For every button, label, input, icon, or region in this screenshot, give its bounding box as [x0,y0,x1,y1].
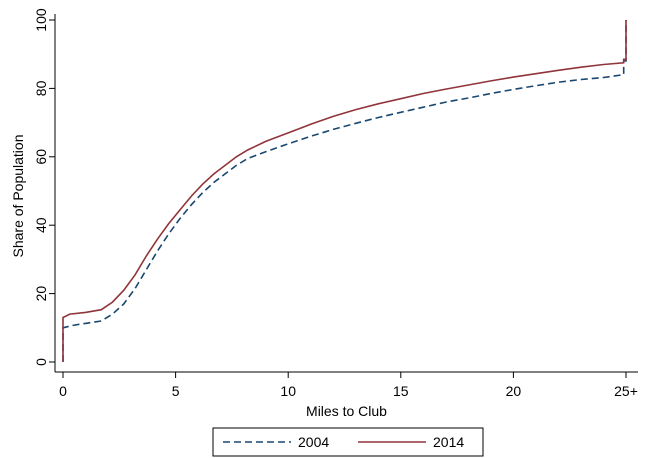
x-tick-label: 15 [393,383,409,399]
series-lines [62,20,627,362]
y-axis-ticks: 0 20 40 60 80 100 [33,8,55,366]
y-tick-label: 20 [33,286,49,302]
y-tick-label: 40 [33,217,49,233]
y-tick-label: 60 [33,149,49,165]
x-axis-ticks: 0 5 10 15 20 25+ [59,372,638,399]
plot-area: 0 20 40 60 80 100 0 5 10 15 20 25+ [33,8,638,399]
y-tick-label: 100 [33,8,49,32]
legend: 2004 2014 [212,427,484,457]
x-tick-label: 10 [280,383,296,399]
y-tick-label: 80 [33,80,49,96]
x-tick-label: 25+ [614,383,638,399]
series-line-2004 [62,20,627,362]
y-tick-label: 0 [33,358,49,366]
x-axis-title: Miles to Club [306,403,387,419]
legend-label-2014: 2014 [433,434,464,450]
x-tick-label: 20 [506,383,522,399]
series-line-2014 [62,20,627,362]
legend-label-2004: 2004 [298,434,329,450]
x-tick-label: 5 [172,383,180,399]
y-axis-title: Share of Population [10,135,26,258]
x-tick-label: 0 [59,383,67,399]
